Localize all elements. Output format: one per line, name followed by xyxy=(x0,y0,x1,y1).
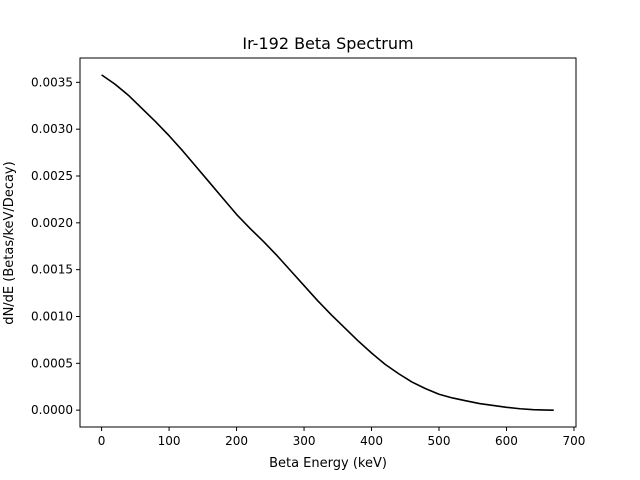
x-tick-label: 0 xyxy=(98,434,106,448)
x-tick-label: 500 xyxy=(428,434,451,448)
x-tick-label: 600 xyxy=(495,434,518,448)
x-axis-ticks: 0 100 200 300 400 500 600 700 xyxy=(98,427,586,448)
y-tick-label: 0.0025 xyxy=(31,169,73,183)
x-axis-label: Beta Energy (keV) xyxy=(269,456,387,471)
x-tick-label: 200 xyxy=(225,434,248,448)
y-tick-label: 0.0010 xyxy=(31,309,73,323)
y-tick-label: 0.0020 xyxy=(31,216,73,230)
plot-area-frame xyxy=(79,57,577,428)
x-tick-label: 700 xyxy=(563,434,586,448)
x-tick-label: 300 xyxy=(293,434,316,448)
y-axis-label: dN/dE (Betas/keV/Decay) xyxy=(2,161,17,324)
y-tick-label: 0.0030 xyxy=(31,122,73,136)
y-tick-label: 0.0000 xyxy=(31,403,73,417)
y-tick-label: 0.0005 xyxy=(31,356,73,370)
spectrum-line xyxy=(101,74,554,411)
chart-title: Ir-192 Beta Spectrum xyxy=(242,34,413,53)
x-tick-label: 100 xyxy=(158,434,181,448)
series-layer xyxy=(101,74,554,411)
x-tick-label: 400 xyxy=(360,434,383,448)
y-tick-label: 0.0035 xyxy=(31,75,73,89)
y-tick-label: 0.0015 xyxy=(31,263,73,277)
y-axis-ticks: 0.0000 0.0005 0.0010 0.0015 0.0020 0.0025 0.00… xyxy=(31,75,80,417)
